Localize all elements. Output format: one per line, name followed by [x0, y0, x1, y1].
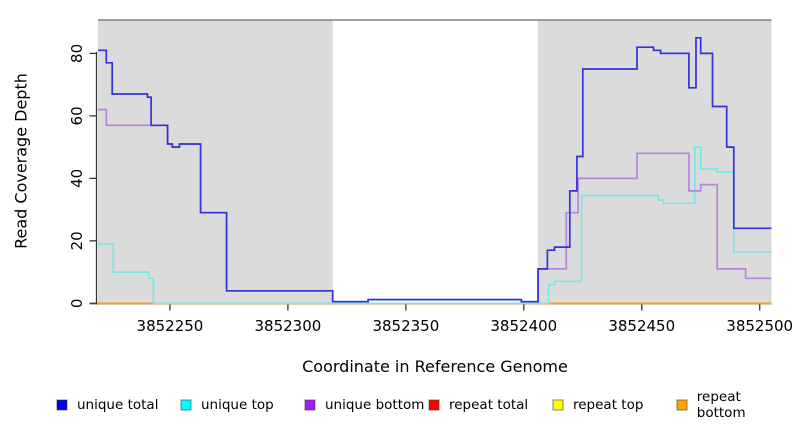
x-axis-title: Coordinate in Reference Genome	[302, 357, 568, 376]
masked-region-left	[98, 20, 333, 305]
series-unique-total	[98, 36, 772, 303]
x-tick-label: 3852400	[490, 317, 557, 335]
swatch-rect	[304, 399, 316, 411]
legend-item-unique-bottom: unique bottom	[304, 397, 424, 413]
y-tick-label: 40	[68, 169, 86, 188]
series-unique-top	[98, 146, 772, 305]
masked-region-right	[537, 20, 772, 305]
legend-item-repeat-bottom: repeat bottom	[676, 389, 792, 421]
legend-label: unique bottom	[325, 397, 425, 413]
legend-item-unique-top: unique top	[180, 397, 274, 413]
chart-legend: unique total unique top unique bottom re…	[0, 389, 792, 421]
swatch-rect	[428, 399, 440, 411]
legend-swatch-unique-bottom	[304, 399, 316, 411]
x-tick-label: 3852250	[137, 317, 204, 335]
legend-label: unique total	[77, 397, 159, 413]
x-tick-label: 3852350	[372, 317, 439, 335]
legend-swatch-repeat-total	[428, 399, 440, 411]
y-tick-label: 60	[68, 106, 86, 125]
legend-label: repeat total	[449, 397, 529, 413]
y-tick-label: 0	[68, 299, 86, 309]
legend-label: repeat top	[573, 397, 644, 413]
swatch-rect	[180, 399, 192, 411]
swatch-rect	[676, 399, 688, 411]
swatch-rect	[56, 399, 68, 411]
x-tick-label: 3852300	[254, 317, 321, 335]
legend-swatch-repeat-bottom	[676, 399, 688, 411]
legend-swatch-repeat-top	[552, 399, 564, 411]
legend-swatch-unique-total	[56, 399, 68, 411]
legend-item-repeat-top: repeat top	[552, 397, 643, 413]
chart-canvas: 0 20 40 60 80 3852250 3852300 3852350 3852400 385…	[68, 19, 792, 335]
y-axis-title: Read Coverage Depth	[11, 73, 31, 249]
legend-label: unique top	[201, 397, 274, 413]
x-tick-label: 3852450	[608, 317, 675, 335]
swatch-rect	[552, 399, 564, 411]
legend-label: repeat bottom	[696, 389, 746, 421]
y-tick-label: 80	[68, 44, 86, 63]
legend-item-unique-total: unique total	[56, 397, 158, 413]
legend-swatch-unique-top	[180, 399, 192, 411]
legend-item-repeat-total: repeat total	[428, 397, 528, 413]
y-tick-label: 20	[68, 231, 86, 250]
x-tick-label: 3852500	[726, 317, 792, 335]
